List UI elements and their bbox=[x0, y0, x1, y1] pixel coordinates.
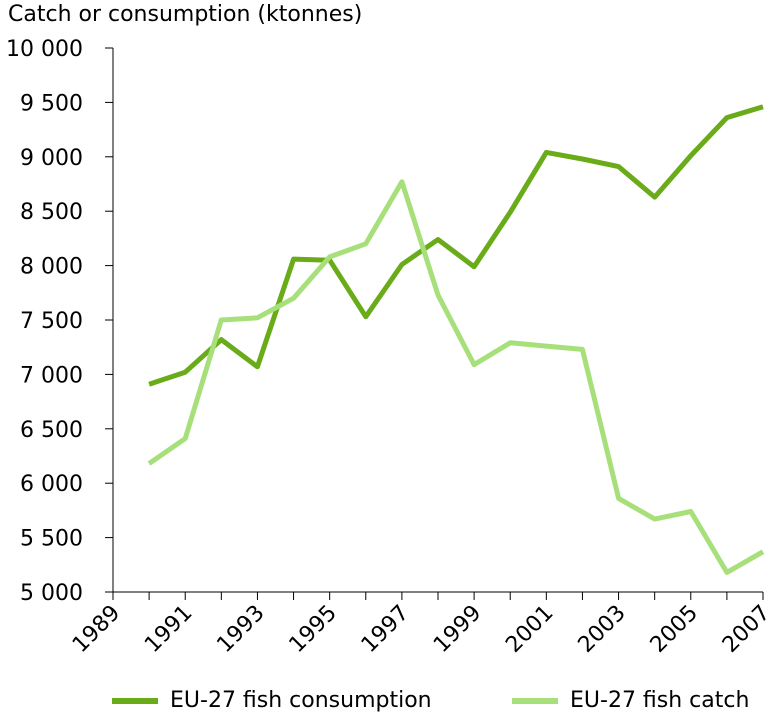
legend-swatch-catch bbox=[512, 697, 558, 704]
legend-item-consumption: EU-27 fish consumption bbox=[112, 688, 432, 713]
y-tick-label: 7 500 bbox=[20, 309, 83, 334]
legend-label-catch: EU-27 fish catch bbox=[570, 688, 750, 713]
legend-swatch-consumption bbox=[112, 697, 158, 704]
legend-item-catch: EU-27 fish catch bbox=[512, 688, 749, 713]
y-tick-labels: 5 000 5 500 6 000 6 500 7 000 7 500 8 000 8 500… bbox=[6, 37, 83, 606]
catch-series-line bbox=[147, 179, 765, 575]
y-tick-label: 8 000 bbox=[20, 255, 83, 280]
x-tick-label: 1989 bbox=[68, 601, 125, 658]
x-tick-label: 2001 bbox=[501, 601, 558, 658]
x-tick-label: 1999 bbox=[429, 601, 486, 658]
x-tick-label: 1997 bbox=[357, 601, 414, 658]
y-tick-label: 6 500 bbox=[20, 418, 83, 443]
x-tick-label: 2005 bbox=[646, 601, 703, 658]
y-tick-label: 10 000 bbox=[6, 37, 83, 62]
y-tick-label: 5 500 bbox=[20, 527, 83, 552]
x-tick-label: 1995 bbox=[285, 601, 342, 658]
y-tick-label: 8 500 bbox=[20, 200, 83, 225]
y-tick-label: 9 500 bbox=[20, 91, 83, 116]
y-tick-label: 7 000 bbox=[20, 363, 83, 388]
y-tick-label: 9 000 bbox=[20, 146, 83, 171]
x-tick-label: 1991 bbox=[140, 601, 197, 658]
x-tick-label: 1993 bbox=[212, 601, 269, 658]
series-lines bbox=[147, 104, 765, 575]
x-tick-labels: 1989 1991 1993 1995 1997 1999 2001 2003 2005 2007 bbox=[68, 601, 768, 658]
x-tick-label: 2003 bbox=[574, 601, 631, 658]
axes bbox=[105, 47, 764, 600]
y-tick-label: 5 000 bbox=[20, 581, 83, 606]
x-tick-label: 2007 bbox=[718, 601, 768, 658]
legend: EU-27 fish consumption EU-27 fish catch bbox=[0, 688, 768, 718]
consumption-series-line bbox=[148, 104, 764, 387]
y-tick-label: 6 000 bbox=[20, 472, 83, 497]
y-axis-title: Catch or consumption (ktonnes) bbox=[8, 2, 363, 27]
legend-label-consumption: EU-27 fish consumption bbox=[170, 688, 432, 713]
line-chart: 5 000 5 500 6 000 6 500 7 000 7 500 8 000 8 500… bbox=[6, 37, 768, 658]
